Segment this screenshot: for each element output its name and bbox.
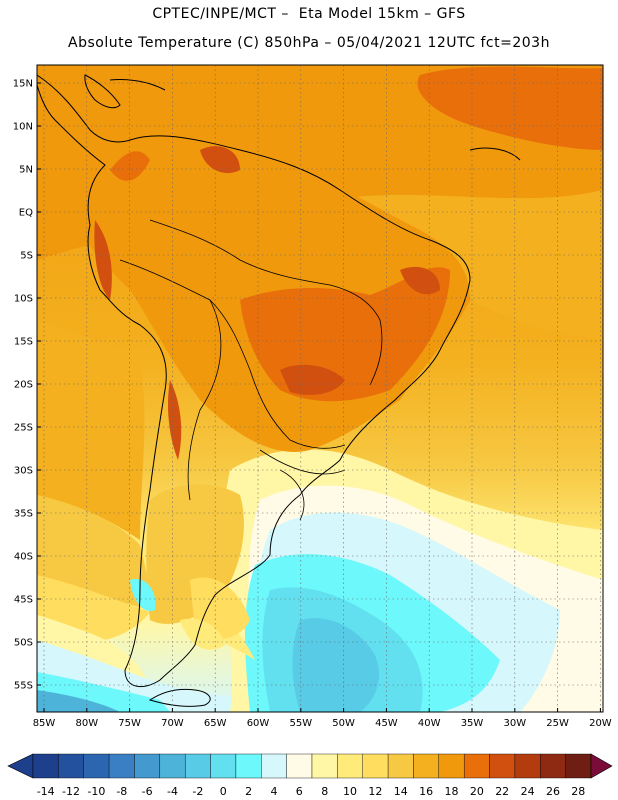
longitude-label: 85W [33, 718, 56, 729]
colorbar-tick-label: 18 [445, 785, 459, 798]
colorbar-tick-label: -2 [192, 785, 203, 798]
colorbar-swatch [565, 753, 592, 779]
colorbar-tick-label: 24 [521, 785, 535, 798]
coastlines [37, 74, 521, 707]
longitude-label: 45W [375, 718, 398, 729]
colorbar-tick-label: 0 [220, 785, 227, 798]
colorbar-tick-label: 4 [271, 785, 278, 798]
colorbar-swatch [489, 753, 516, 779]
longitude-label: 40W [418, 718, 441, 729]
longitude-label: 20W [589, 718, 612, 729]
colorbar-tick-label: 2 [245, 785, 252, 798]
country-borders [119, 219, 383, 521]
colorbar-swatch [540, 753, 566, 779]
longitude-label: 50W [332, 718, 355, 729]
latitude-label: 55S [14, 681, 33, 692]
colorbar-swatch [514, 753, 541, 779]
longitude-label: 70W [161, 718, 184, 729]
longitude-label: 65W [204, 718, 227, 729]
temperature-field [37, 65, 603, 712]
colorbar-swatch [362, 753, 389, 779]
colorbar-labels: -14 -12 -10 -8 -6 -4 -2 0 2 4 6 8 10 12 14 16 18 20 22 24 26… [37, 785, 586, 798]
latitude-label: 10S [14, 294, 33, 305]
colorbar-swatch [58, 753, 84, 779]
longitude-label: 80W [75, 718, 98, 729]
colorbar-swatch [311, 753, 338, 779]
longitude-label: 30W [503, 718, 526, 729]
colorbar-tick-label: -14 [37, 785, 55, 798]
chart-title-line1: CPTEC/INPE/MCT – Eta Model 15km – GFS [152, 6, 466, 22]
colorbar-swatch [235, 753, 262, 779]
longitude-label: 55W [289, 718, 312, 729]
latitude-label: 45S [14, 595, 33, 606]
latitude-label: 35S [14, 509, 33, 520]
latitude-label: EQ [19, 208, 33, 219]
latitude-label: 5S [20, 251, 33, 262]
colorbar-over-arrow [590, 753, 613, 779]
longitude-label: 35W [461, 718, 484, 729]
map-frame [36, 64, 604, 713]
colorbar-tick-label: -4 [167, 785, 178, 798]
colorbar-tick-label: -12 [62, 785, 80, 798]
chart-title-line2: Absolute Temperature (C) 850hPa – 05/04/… [68, 35, 550, 51]
colorbar-swatch [134, 753, 161, 779]
colorbar-tick-label: 12 [368, 785, 382, 798]
colorbar-swatch [337, 753, 363, 779]
colorbar-tick-label: -8 [116, 785, 127, 798]
colorbar-tick-label: 16 [419, 785, 433, 798]
colorbar-swatch [413, 753, 440, 779]
colorbar-tick-label: 10 [343, 785, 357, 798]
colorbar-tick-label: 8 [321, 785, 328, 798]
colorbar-swatch [387, 753, 414, 779]
colorbar-tick-label: 14 [394, 785, 408, 798]
latitude-label: 30S [14, 466, 33, 477]
colorbar-tick-label: -6 [142, 785, 153, 798]
colorbar-swatch [159, 753, 186, 779]
colorbar-swatch [210, 753, 237, 779]
latitude-label: 10N [13, 122, 33, 133]
latitude-label: 40S [14, 552, 33, 563]
longitude-label: 25W [546, 718, 569, 729]
latitude-label: 5N [19, 165, 33, 176]
colorbar-swatch [83, 753, 110, 779]
colorbar-tick-label: 26 [546, 785, 560, 798]
colorbar-swatch [261, 753, 287, 779]
colorbar-swatch [438, 753, 465, 779]
colorbar-tick-label: 6 [296, 785, 303, 798]
colorbar-tick-label: -10 [87, 785, 105, 798]
latitude-label: 50S [14, 638, 33, 649]
colorbar-swatch [463, 753, 490, 779]
latitude-labels: 15N 10N 5N EQ 5S 10S 15S 20S 25S 30S 35S 40S 45S 50S 5… [13, 79, 41, 692]
longitude-label: 60W [247, 718, 270, 729]
latitude-label: 15S [14, 337, 33, 348]
colorbar [7, 753, 613, 779]
longitude-labels: 85W 80W 75W 70W 65W 60W 55W 50W 45W 40W 35W 30W 25W 2… [33, 708, 612, 729]
colorbar-tick-label: 28 [571, 785, 585, 798]
colorbar-tick-label: 22 [495, 785, 509, 798]
colorbar-swatch [286, 753, 313, 779]
colorbar-tick-label: 20 [470, 785, 484, 798]
colorbar-swatch [108, 753, 135, 779]
latitude-label: 25S [14, 423, 33, 434]
longitude-label: 75W [118, 718, 141, 729]
colorbar-swatch [184, 753, 211, 779]
colorbar-swatch [32, 753, 59, 779]
latitude-label: 20S [14, 380, 33, 391]
latitude-label: 15N [13, 79, 33, 90]
colorbar-under-arrow [7, 753, 34, 779]
